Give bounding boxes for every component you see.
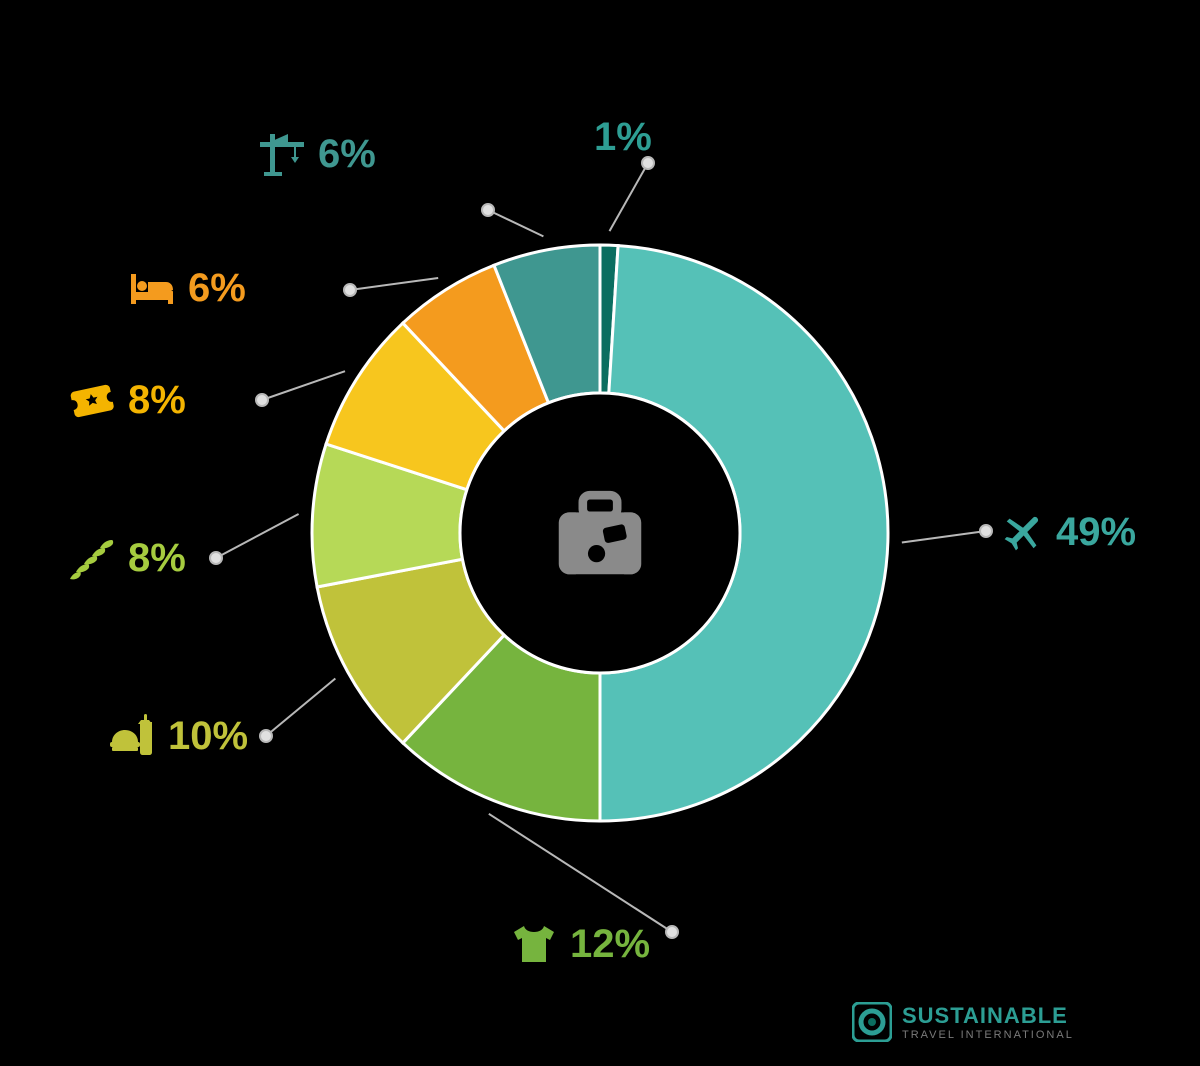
- crane-icon: [258, 130, 306, 178]
- label-transport-text: 49%: [1056, 510, 1136, 555]
- label-services-text: 8%: [128, 378, 186, 423]
- label-lodging: 6%: [128, 264, 246, 312]
- food-icon: [108, 712, 156, 760]
- ticket-icon: [68, 376, 116, 424]
- label-food: 10%: [108, 712, 248, 760]
- suitcase-icon: [545, 478, 655, 588]
- label-construction-text: 6%: [318, 132, 376, 177]
- label-lodging-text: 6%: [188, 266, 246, 311]
- label-transport: 49%: [996, 508, 1136, 556]
- tshirt-icon: [510, 920, 558, 968]
- logo-line1: SUSTAINABLE: [902, 1003, 1074, 1029]
- wheat-icon: [68, 534, 116, 582]
- label-mining-text: 1%: [594, 115, 652, 160]
- label-agriculture-text: 8%: [128, 536, 186, 581]
- label-services: 8%: [68, 376, 186, 424]
- pointer-mining: [609, 163, 648, 231]
- logo-mark: [852, 1002, 892, 1042]
- pointer-services: [262, 371, 345, 400]
- label-agriculture: 8%: [68, 534, 186, 582]
- pointer-food: [266, 678, 335, 736]
- logo-line2: TRAVEL INTERNATIONAL: [902, 1029, 1074, 1041]
- pointer-construction: [488, 210, 543, 236]
- label-food-text: 10%: [168, 714, 248, 759]
- label-mining: 1%: [594, 115, 652, 160]
- label-goods-text: 12%: [570, 922, 650, 967]
- bed-icon: [128, 264, 176, 312]
- pointer-agriculture: [216, 514, 299, 558]
- pointer-lodging: [350, 278, 438, 290]
- pointer-goods: [489, 814, 672, 932]
- airplane-icon: [996, 508, 1044, 556]
- label-construction: 6%: [258, 130, 376, 178]
- brand-logo: SUSTAINABLE TRAVEL INTERNATIONAL: [852, 1002, 1074, 1042]
- label-goods: 12%: [510, 920, 650, 968]
- pointer-transport: [902, 531, 986, 542]
